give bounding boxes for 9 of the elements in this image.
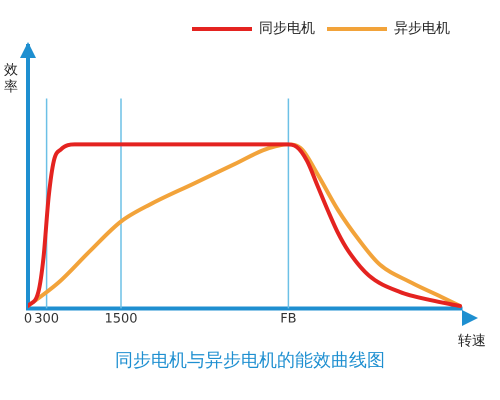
x-axis-title: 转速 (458, 332, 486, 350)
legend-label: 异步电机 (394, 20, 450, 37)
legend-label: 同步电机 (259, 20, 315, 37)
x-tick-label: 1500 (104, 312, 138, 327)
text: 同步电机与异步电机的能效曲线图 (114, 349, 386, 372)
y-axis-title: 效率 (4, 62, 19, 96)
x-tick-label: FB (280, 312, 297, 327)
x-tick-label: 0 (24, 312, 32, 327)
x-tick-label: 300 (34, 312, 60, 327)
